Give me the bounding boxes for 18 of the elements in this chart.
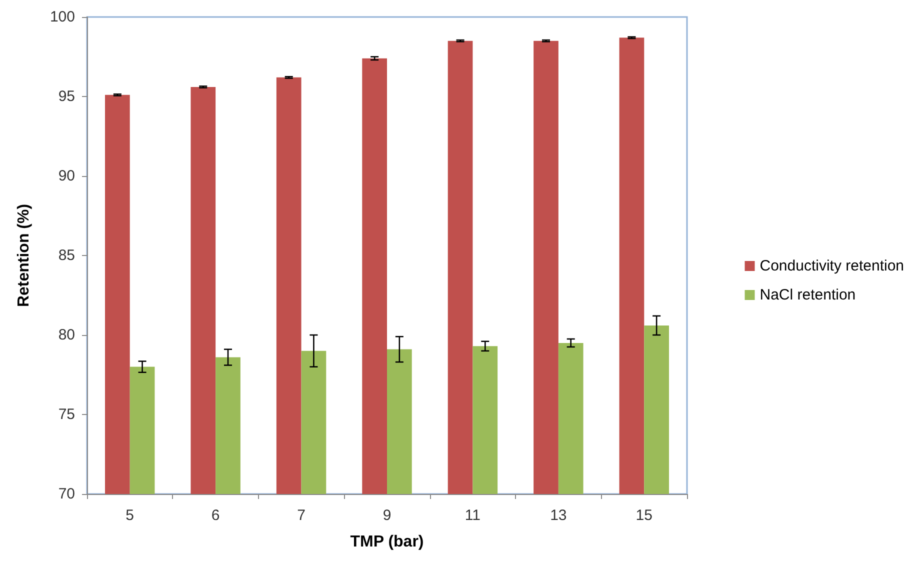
- y-tick-label: 90: [58, 168, 75, 184]
- x-tick-label: 6: [211, 507, 220, 524]
- x-tick-label: 13: [550, 507, 567, 524]
- y-tick-label: 80: [58, 326, 75, 344]
- y-tick-label: 85: [58, 247, 75, 264]
- legend-label: NaCl retention: [760, 286, 856, 304]
- x-tick-label: 15: [636, 507, 652, 524]
- y-axis-title: Retention (%): [16, 204, 32, 308]
- y-tick-label: 95: [58, 88, 75, 105]
- y-tick-label: 75: [58, 406, 75, 423]
- x-tick-label: 7: [297, 507, 306, 524]
- x-tick-label: 11: [464, 507, 481, 524]
- x-tick-label: 9: [382, 507, 392, 524]
- y-tick-label: 100: [50, 8, 75, 26]
- y-tick-label: 70: [58, 486, 75, 502]
- legend-label: Conductivity retention: [760, 258, 904, 274]
- x-tick-label: 5: [126, 507, 134, 524]
- x-axis-title: TMP (bar): [350, 534, 424, 550]
